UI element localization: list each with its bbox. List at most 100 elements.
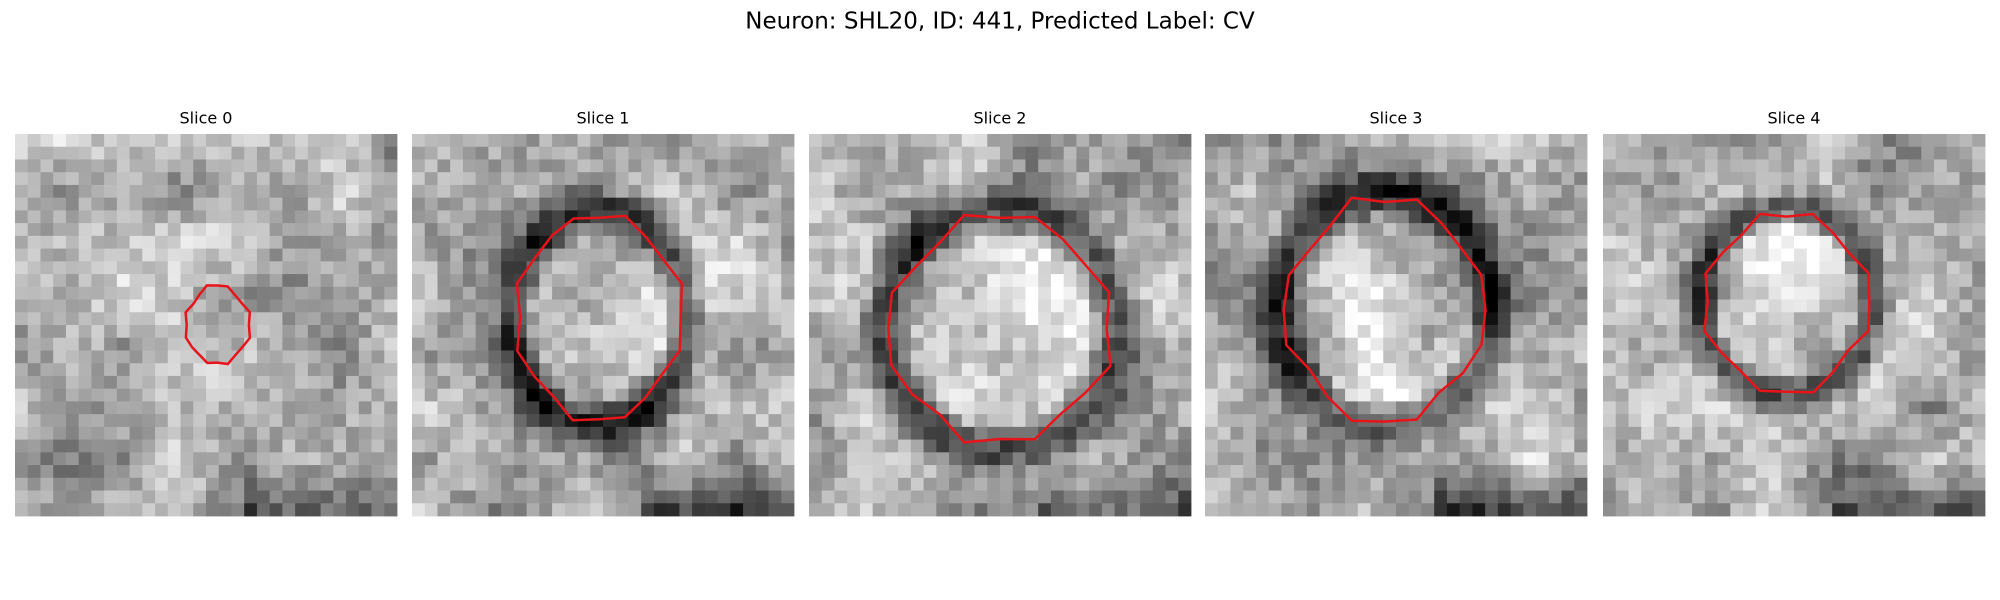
image-pixel	[1319, 184, 1333, 199]
image-pixel	[1114, 134, 1128, 148]
image-pixel	[346, 159, 360, 173]
image-pixel	[450, 184, 464, 199]
image-pixel	[1497, 274, 1511, 288]
image-pixel	[1510, 350, 1524, 364]
image-pixel	[1857, 134, 1871, 148]
image-pixel	[307, 401, 321, 415]
image-pixel	[462, 210, 477, 224]
image-pixel	[358, 312, 372, 326]
image-pixel	[1781, 172, 1795, 186]
image-pixel	[488, 503, 502, 517]
image-pixel	[1972, 299, 1986, 313]
image-pixel	[346, 503, 360, 517]
image-pixel	[859, 312, 874, 326]
image-pixel	[1934, 172, 1948, 186]
image-pixel	[781, 197, 795, 211]
image-pixel	[450, 134, 464, 148]
image-pixel	[1370, 134, 1384, 148]
image-pixel	[704, 388, 718, 402]
image-pixel	[987, 439, 1001, 453]
image-pixel	[628, 210, 642, 224]
image-pixel	[65, 312, 80, 326]
image-pixel	[590, 248, 604, 262]
image-pixel	[384, 159, 398, 173]
image-pixel	[244, 350, 258, 364]
image-pixel	[1165, 312, 1179, 326]
image-pixel	[590, 465, 604, 479]
image-pixel	[1089, 350, 1103, 364]
image-pixel	[1603, 375, 1617, 390]
image-pixel	[1101, 414, 1115, 428]
image-pixel	[1730, 375, 1744, 390]
image-pixel	[1025, 477, 1039, 491]
image-pixel	[320, 223, 334, 237]
image-pixel	[743, 261, 757, 275]
image-pixel	[1025, 414, 1039, 428]
image-pixel	[142, 350, 156, 364]
image-pixel	[692, 477, 706, 491]
image-pixel	[987, 261, 1001, 275]
image-pixel	[1165, 223, 1179, 237]
image-pixel	[206, 414, 220, 428]
image-pixel	[1548, 401, 1562, 415]
image-pixel	[987, 388, 1001, 402]
image-pixel	[1497, 286, 1511, 300]
image-pixel	[1012, 312, 1026, 326]
image-pixel	[1908, 452, 1922, 466]
image-pixel	[615, 261, 629, 275]
image-pixel	[1548, 388, 1562, 402]
image-pixel	[666, 172, 680, 186]
image-pixel	[577, 184, 591, 199]
image-pixel	[704, 146, 718, 160]
image-pixel	[1743, 465, 1757, 479]
image-pixel	[129, 401, 143, 415]
image-pixel	[809, 401, 823, 415]
image-pixel	[1345, 477, 1359, 491]
image-pixel	[1806, 223, 1820, 237]
image-pixel	[27, 350, 41, 364]
image-pixel	[384, 363, 398, 377]
image-pixel	[564, 414, 578, 428]
image-pixel	[603, 134, 617, 148]
image-pixel	[590, 325, 604, 339]
image-pixel	[1934, 439, 1948, 453]
image-pixel	[1666, 197, 1680, 211]
image-pixel	[1205, 452, 1219, 466]
image-pixel	[231, 490, 245, 504]
image-pixel	[704, 375, 718, 390]
image-pixel	[949, 465, 963, 479]
panel-title: Slice 3	[1370, 109, 1423, 128]
image-pixel	[231, 375, 245, 390]
image-pixel	[1178, 503, 1192, 517]
image-pixel	[1679, 452, 1693, 466]
slice-image	[809, 134, 1192, 517]
image-pixel	[450, 414, 464, 428]
image-pixel	[1561, 452, 1575, 466]
image-pixel	[346, 248, 360, 262]
image-pixel	[1012, 375, 1026, 390]
image-pixel	[692, 439, 706, 453]
image-pixel	[641, 197, 655, 211]
image-pixel	[1345, 146, 1359, 160]
image-pixel	[936, 325, 950, 339]
image-pixel	[218, 286, 232, 300]
image-pixel	[167, 235, 181, 249]
image-pixel	[1434, 197, 1448, 211]
image-pixel	[1523, 134, 1537, 148]
image-pixel	[1294, 299, 1308, 313]
image-pixel	[384, 248, 398, 262]
image-pixel	[513, 286, 527, 300]
image-pixel	[1063, 465, 1077, 479]
image-pixel	[1959, 312, 1973, 326]
image-pixel	[1781, 299, 1795, 313]
image-pixel	[1332, 172, 1346, 186]
image-pixel	[1050, 248, 1065, 262]
image-pixel	[1603, 503, 1617, 517]
image-pixel	[1921, 337, 1935, 351]
image-pixel	[961, 184, 975, 199]
image-pixel	[1063, 477, 1077, 491]
image-pixel	[1205, 375, 1219, 390]
image-pixel	[1230, 184, 1244, 199]
image-pixel	[1485, 286, 1499, 300]
image-pixel	[424, 274, 438, 288]
